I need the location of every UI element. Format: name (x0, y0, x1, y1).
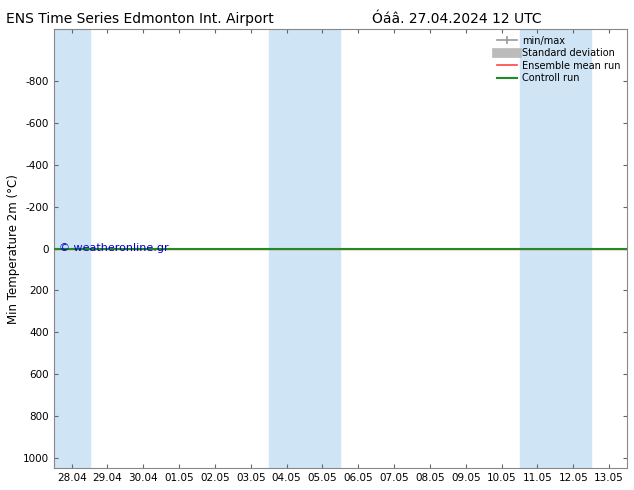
Y-axis label: Min Temperature 2m (°C): Min Temperature 2m (°C) (7, 173, 20, 323)
Legend: min/max, Standard deviation, Ensemble mean run, Controll run: min/max, Standard deviation, Ensemble me… (496, 34, 622, 85)
Bar (54, 29, 89, 468)
Text: ENS Time Series Edmonton Int. Airport: ENS Time Series Edmonton Int. Airport (6, 12, 273, 26)
Bar (519, 29, 592, 468)
Bar (269, 29, 340, 468)
Text: © weatheronline.gr: © weatheronline.gr (60, 243, 169, 253)
Text: Óáâ. 27.04.2024 12 UTC: Óáâ. 27.04.2024 12 UTC (372, 12, 541, 26)
